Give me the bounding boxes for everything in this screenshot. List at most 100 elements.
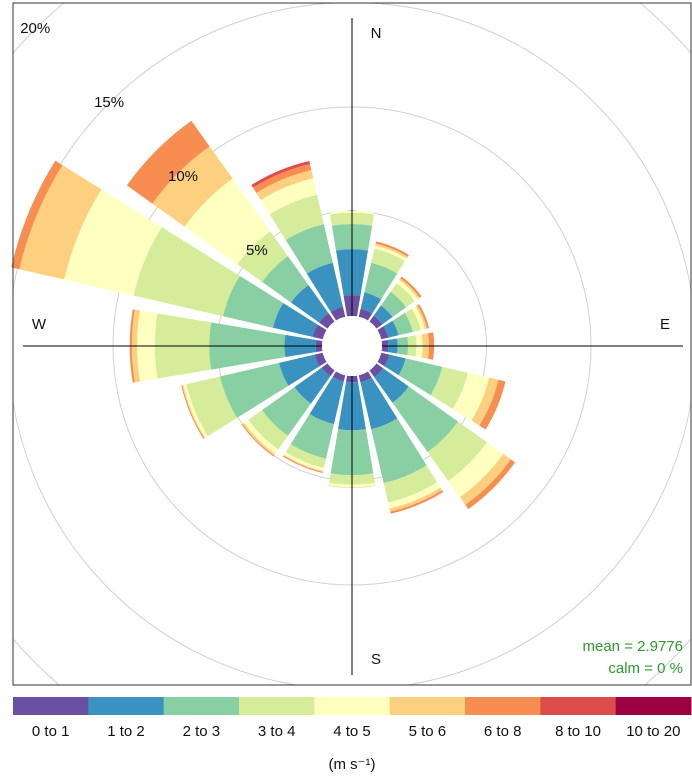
wedge-segment: [375, 243, 408, 259]
wedge-segment: [374, 245, 407, 262]
wedge-segment: [253, 164, 312, 193]
legend-swatch: [163, 697, 240, 715]
r-tick-label: 5%: [246, 242, 268, 259]
wedge-segment: [369, 315, 383, 329]
wedge-segment: [417, 304, 430, 329]
legend-title: (m s⁻¹): [328, 756, 375, 773]
r-tick-label: 20%: [20, 20, 50, 37]
r-tick-label: 10%: [168, 168, 198, 185]
wedge-segment: [321, 363, 335, 377]
wedge-segment: [375, 241, 409, 257]
legend-label: 1 to 2: [107, 723, 145, 740]
wedge-segment: [184, 178, 271, 265]
wedge-segment: [374, 368, 409, 403]
legend: 0 to 1 1 to 2 2 to 3 3 to 4 4 to 5 5 to 6 6 to…: [13, 697, 692, 740]
wedge-segment: [262, 256, 309, 303]
annotation: calm = 0 %: [608, 660, 683, 677]
wedge-segment: [182, 384, 206, 439]
legend-swatch: [389, 697, 466, 715]
wedge-segment: [384, 354, 406, 376]
wedge-segment: [129, 309, 135, 383]
legend-swatch: [314, 697, 391, 715]
wedge-segment: [242, 422, 276, 456]
wedge-segment: [272, 302, 318, 337]
wedge-segment: [390, 283, 415, 308]
wedge-segment: [285, 224, 333, 274]
wedge-segment: [465, 459, 516, 510]
wedge-segment: [290, 284, 329, 323]
wedge-segment: [360, 292, 382, 314]
r-tick-label: 15%: [94, 94, 124, 111]
wedge-segment: [452, 372, 490, 421]
wedge-segment: [412, 306, 426, 331]
wedge-segment: [358, 371, 372, 383]
legend-label: 8 to 10: [555, 723, 601, 740]
annotation: mean = 2.9776: [583, 638, 684, 655]
plot-border: [12, 2, 692, 686]
wedge-segment: [380, 291, 407, 318]
cardinal-label: S: [371, 651, 381, 668]
wedge-segment: [328, 485, 376, 488]
wedge-segment: [222, 275, 284, 328]
wedge-segment: [371, 248, 405, 274]
legend-swatch: [465, 697, 541, 715]
wedge-segment: [373, 305, 393, 325]
legend-label: 0 to 1: [32, 723, 70, 740]
wedge-segment: [390, 490, 444, 514]
wedge-segment: [396, 279, 419, 302]
wedge-segment: [400, 276, 422, 298]
wedge-segment: [256, 170, 314, 201]
wedge-segment: [260, 178, 318, 215]
wedge-segment: [319, 313, 335, 329]
legend-swatch: [239, 697, 315, 715]
wedge-segment: [388, 482, 441, 509]
wedge-segment: [126, 120, 210, 204]
legend-label: 5 to 6: [409, 723, 447, 740]
wedge-segment: [330, 306, 346, 321]
wedge-segment: [360, 377, 398, 430]
wedge-segment: [244, 419, 279, 454]
wedge-segment: [309, 376, 344, 425]
wedge-segment: [364, 262, 398, 300]
wedge-segment: [186, 376, 238, 437]
wedge-segment: [248, 410, 288, 450]
cardinal-label: N: [371, 25, 382, 42]
legend-label: 4 to 5: [333, 723, 371, 740]
legend-swatch: [13, 697, 89, 715]
wedge-segment: [404, 308, 421, 332]
wedge-segment: [358, 308, 373, 321]
calm-circle: [322, 316, 382, 376]
legend-swatch: [540, 697, 617, 715]
wedge-segment: [459, 453, 511, 505]
wedge-segment: [314, 352, 327, 367]
wedge-segment: [448, 442, 504, 498]
wedge-segment: [430, 366, 468, 409]
wedge-segment: [399, 278, 420, 299]
wedge-segment: [284, 452, 324, 471]
wedge-segment: [383, 320, 399, 338]
wedge-segment: [294, 367, 331, 404]
labels: 5% 10% 15% 20%: [20, 20, 268, 259]
wedge-segment: [383, 465, 438, 503]
wedge-segment: [152, 146, 233, 227]
wedge-segment: [11, 160, 63, 270]
wedge-segment: [479, 379, 506, 430]
cardinal-label: E: [660, 316, 670, 333]
wedge-segment: [332, 371, 346, 382]
wedge-segment: [278, 354, 320, 386]
legend-label: 10 to 20: [626, 723, 680, 740]
wedge-segment: [285, 444, 326, 468]
wedge-segment: [371, 418, 427, 484]
wedge-segment: [183, 384, 208, 438]
legend-swatch: [88, 697, 165, 715]
wedge-segment: [133, 227, 240, 317]
wedges: [11, 120, 516, 514]
wedge-segment: [377, 326, 389, 340]
wedge-segment: [398, 358, 443, 396]
wedge-segment: [392, 386, 459, 453]
wedge-segment: [427, 421, 488, 482]
wedge-segment: [64, 189, 162, 296]
wedge-segment: [290, 413, 334, 459]
wedge-segment: [219, 362, 289, 418]
